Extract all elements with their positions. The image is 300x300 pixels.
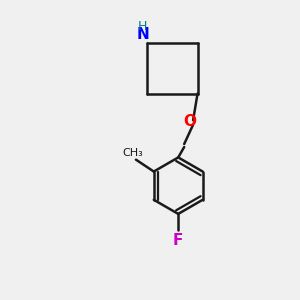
Text: F: F (173, 232, 183, 247)
Text: H: H (138, 20, 147, 34)
Text: N: N (136, 26, 149, 41)
Text: O: O (184, 114, 196, 129)
Text: CH₃: CH₃ (123, 148, 143, 158)
